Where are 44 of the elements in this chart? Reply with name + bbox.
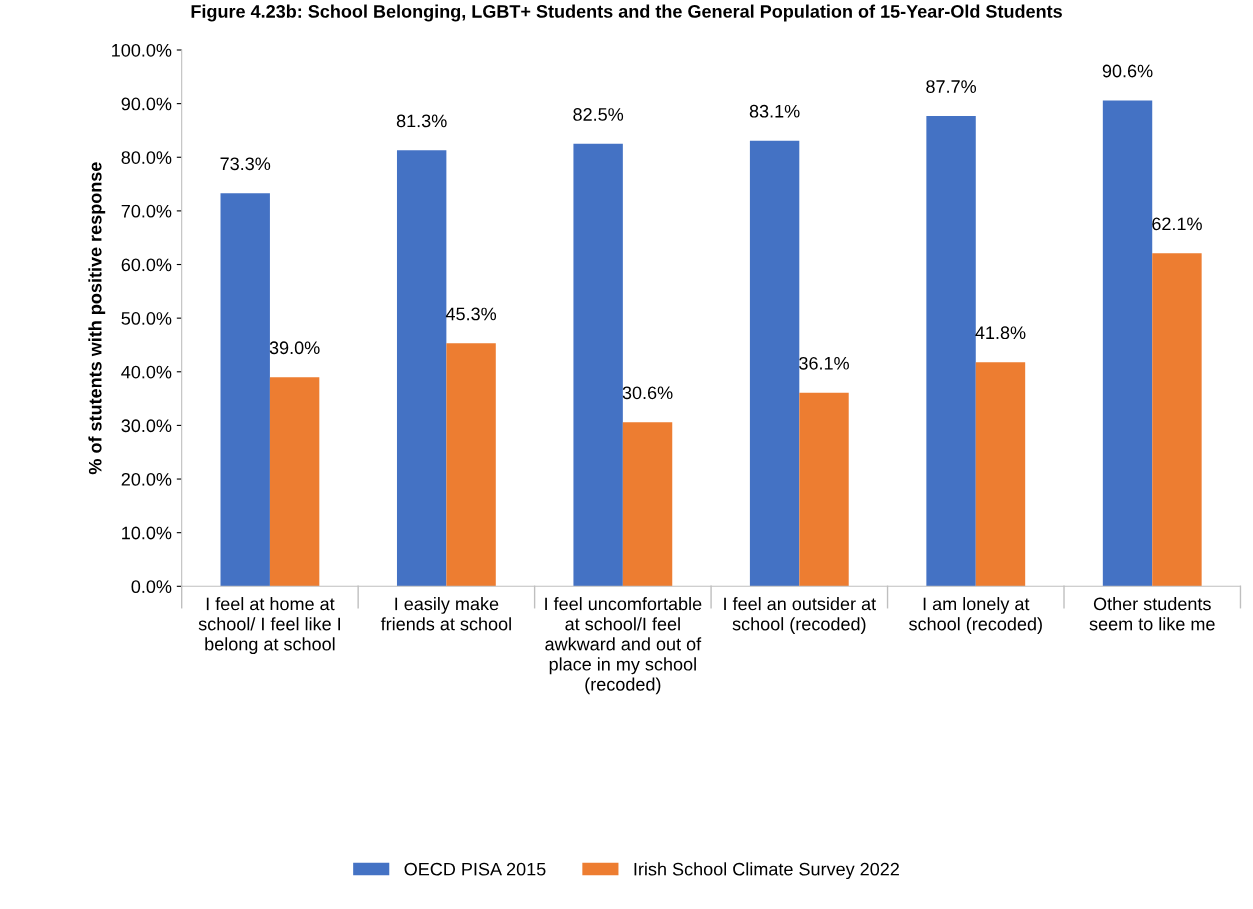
bar	[446, 343, 496, 587]
y-tick-label: 60.0%	[121, 258, 172, 272]
data-label: 62.1%	[1152, 217, 1202, 231]
data-label: 87.7%	[926, 80, 977, 93]
legend-label: OECD PISA 2015	[404, 862, 546, 876]
bar	[220, 193, 270, 587]
y-tick-label: 70.0%	[121, 204, 172, 218]
bar	[926, 115, 976, 587]
y-tick-label: 50.0%	[121, 312, 172, 325]
legend-label: Irish School Climate Survey 2022	[634, 862, 899, 880]
data-label: 81.3%	[396, 114, 447, 128]
x-tick-label: I feel at home at school/ I feel like I belong at school	[198, 597, 341, 655]
bar	[573, 143, 623, 587]
bar	[269, 377, 320, 587]
y-tick-label: 10.0%	[122, 526, 172, 540]
bar	[396, 150, 447, 587]
data-label: 83.1%	[749, 104, 800, 118]
data-label: 90.6%	[1102, 64, 1153, 78]
y-tick-label: 100.0%	[112, 43, 172, 57]
data-label: 36.1%	[799, 356, 849, 370]
y-axis-title: % of stutents with positive response	[88, 162, 106, 475]
data-label: 30.6%	[622, 386, 673, 400]
y-tick-label: 40.0%	[121, 365, 172, 379]
y-tick-label: 30.0%	[121, 419, 172, 433]
y-tick-label: 80.0%	[121, 151, 172, 164]
x-tick-label: Other students seem to like me	[1089, 597, 1215, 631]
data-label: 39.0%	[269, 341, 320, 355]
x-tick-label: I am lonely at school (recoded)	[909, 597, 1042, 634]
y-tick-label: 20.0%	[121, 472, 172, 486]
bar	[749, 140, 800, 587]
bar	[622, 422, 673, 587]
x-tick-label: I feel an outsider at school (recoded)	[724, 597, 876, 634]
bar	[1102, 100, 1153, 587]
data-label: 73.3%	[220, 157, 271, 171]
chart-title: Figure 4.23b: School Belonging, LGBT+ Students and the General Population of 15-Year-Old Students	[191, 4, 1062, 22]
bar	[1152, 253, 1202, 587]
data-label: 45.3%	[445, 307, 497, 321]
bar	[975, 362, 1026, 587]
x-tick-label: I feel uncomfortable at school/I feel awkward and out of place in my school (recoded)	[545, 597, 702, 695]
y-tick-label: 90.0%	[121, 97, 172, 111]
y-tick-label: 0.0%	[131, 580, 172, 594]
x-tick-label: I easily make friends at school	[380, 597, 511, 631]
bar	[799, 392, 849, 587]
data-label: 82.5%	[573, 108, 624, 121]
